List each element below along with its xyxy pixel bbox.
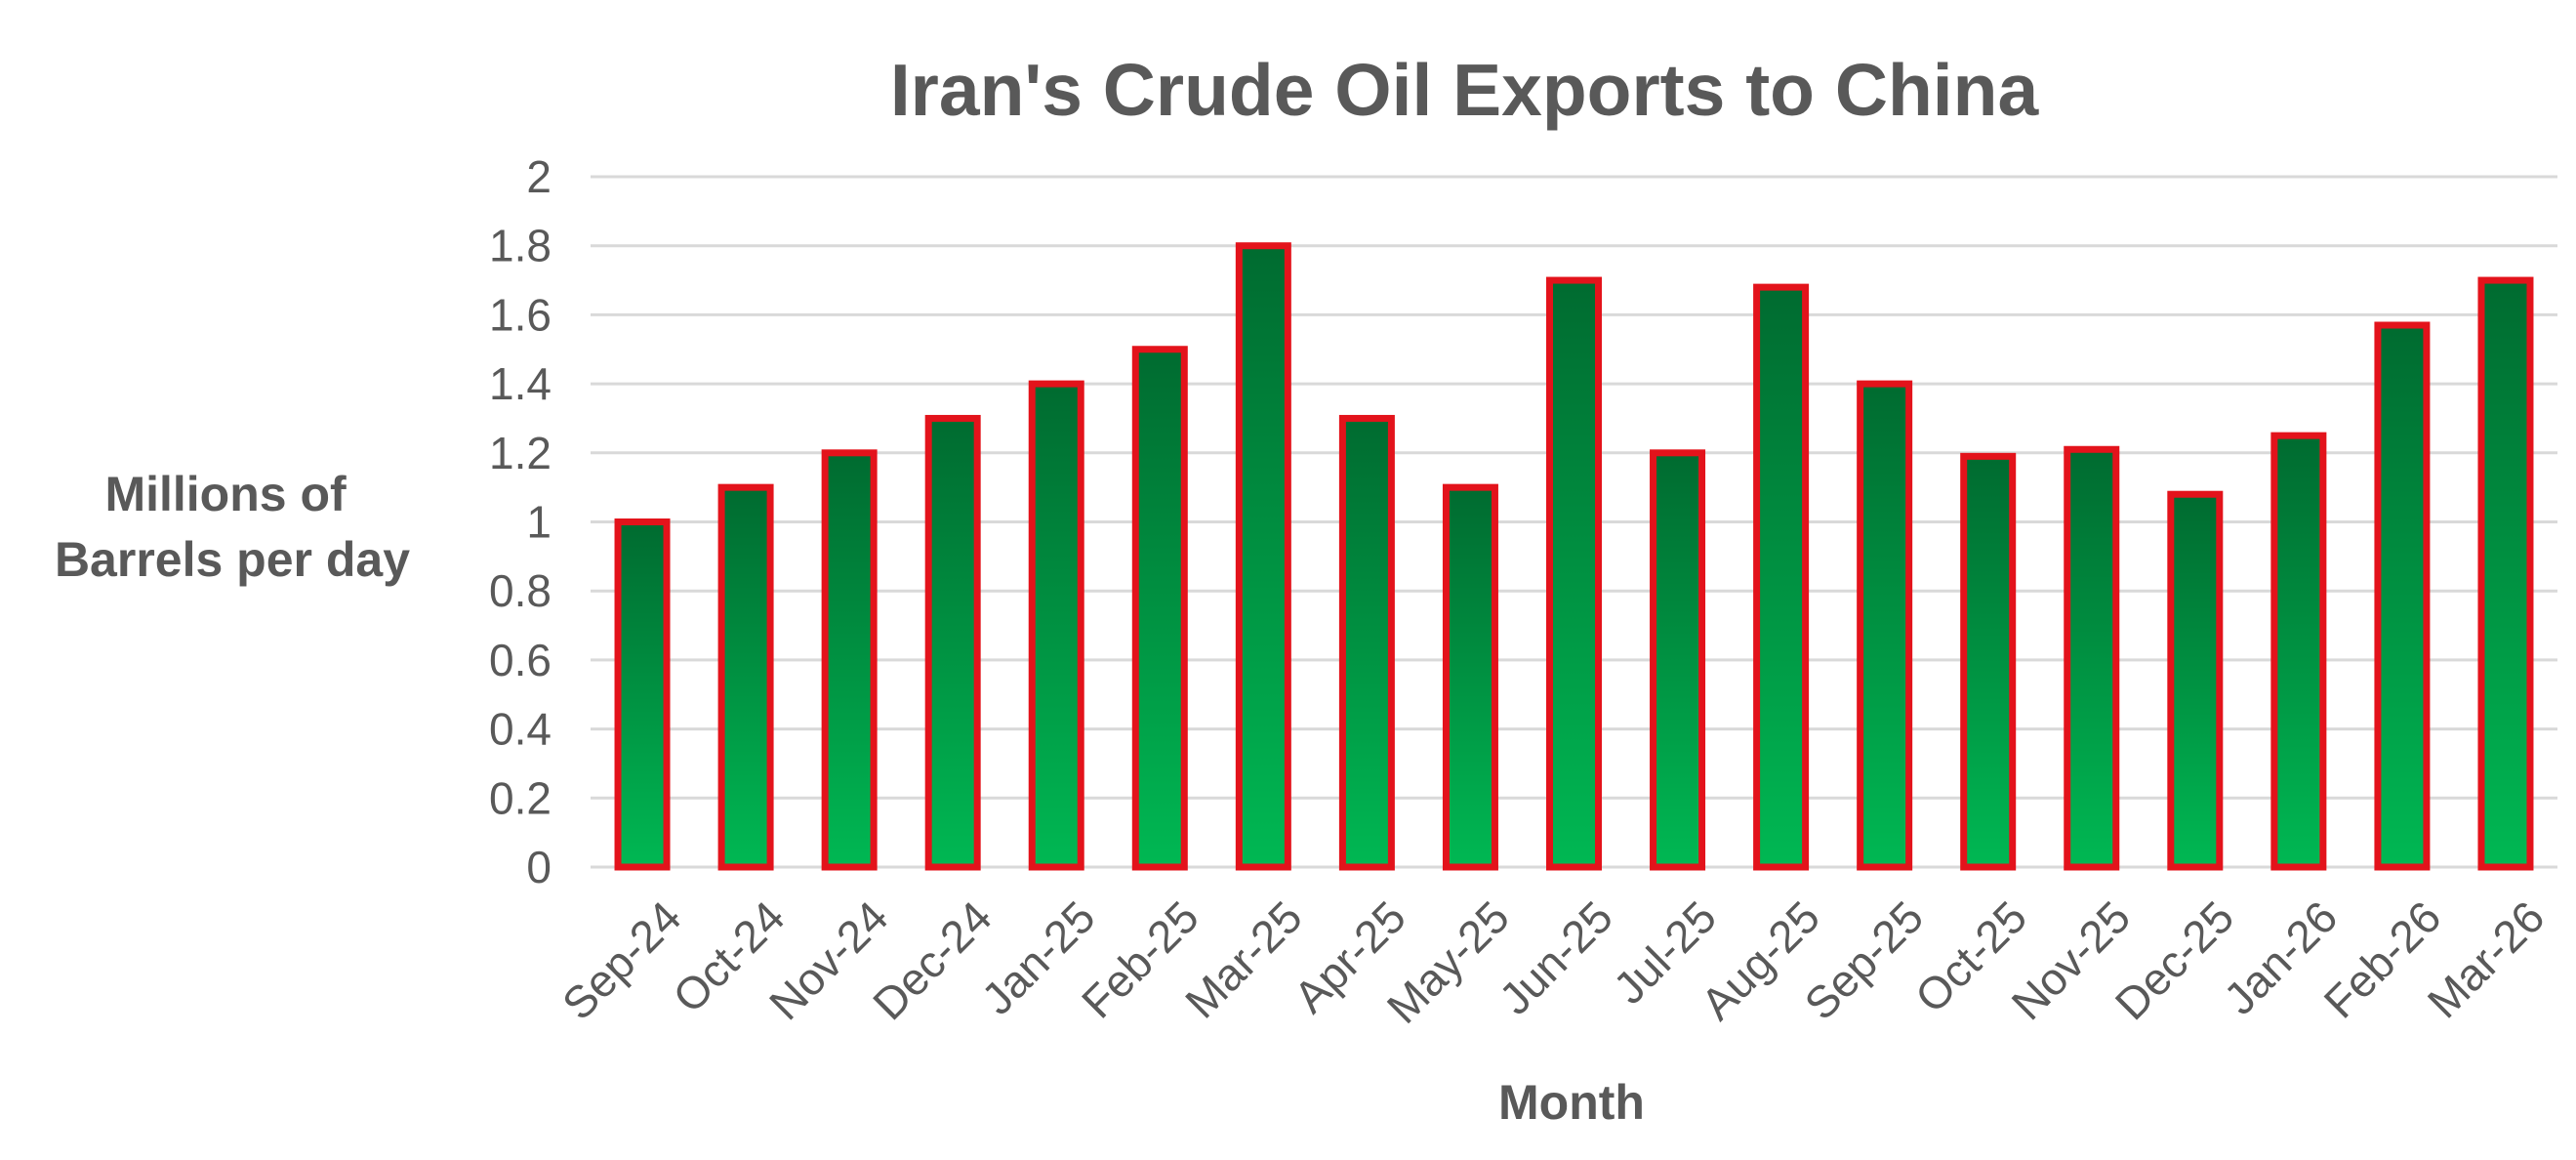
bar-oct-25 xyxy=(1960,452,2017,871)
y-axis-label-line-1: Millions of xyxy=(104,467,347,521)
bar-may-25 xyxy=(1442,483,1498,871)
bar-jul-25 xyxy=(1650,449,1706,871)
x-tick-label: Mar-25 xyxy=(1175,891,1312,1028)
y-tick-label: 1.4 xyxy=(489,358,552,409)
bar-apr-25 xyxy=(1338,414,1395,871)
bar-feb-26 xyxy=(2374,321,2431,871)
bars xyxy=(614,242,2534,871)
y-axis-ticks: 0 0.2 0.4 0.6 0.8 1 1.2 1.4 1.6 1.8 2 xyxy=(489,151,552,892)
y-tick-label: 1.2 xyxy=(489,428,552,478)
x-tick-label: Feb-26 xyxy=(2314,891,2451,1028)
y-tick-label: 0 xyxy=(526,842,552,892)
y-axis-label: Millions of Barrels per day xyxy=(55,467,410,587)
bar-jan-25 xyxy=(1028,380,1084,871)
x-tick-label: Dec-25 xyxy=(2106,891,2244,1030)
bar-dec-24 xyxy=(924,414,981,871)
y-tick-label: 0.4 xyxy=(489,704,552,755)
bar-nov-25 xyxy=(2064,445,2120,871)
bar-nov-24 xyxy=(821,449,878,871)
y-tick-label: 0.8 xyxy=(489,565,552,616)
x-axis-label: Month xyxy=(1498,1075,1645,1130)
bar-feb-25 xyxy=(1131,346,1188,871)
bar-jan-26 xyxy=(2270,432,2327,871)
y-tick-label: 0.6 xyxy=(489,635,552,685)
y-tick-label: 1.8 xyxy=(489,221,552,271)
bar-sep-24 xyxy=(614,518,671,871)
y-tick-label: 1 xyxy=(526,497,552,548)
x-tick-label: Sep-24 xyxy=(552,891,691,1030)
x-tick-label: Mar-26 xyxy=(2418,891,2555,1028)
y-tick-label: 2 xyxy=(526,151,552,202)
bar-oct-24 xyxy=(717,483,774,871)
x-tick-label: Feb-25 xyxy=(1072,891,1208,1028)
bar-aug-25 xyxy=(1753,283,1810,871)
x-tick-label: Jun-25 xyxy=(1490,891,1622,1024)
x-axis-ticks: Sep-24Oct-24Nov-24Dec-24Jan-25Feb-25Mar-… xyxy=(552,891,2555,1033)
bar-jun-25 xyxy=(1546,276,1602,871)
y-axis-label-line-2: Barrels per day xyxy=(55,532,410,587)
bar-sep-25 xyxy=(1857,380,1913,871)
y-tick-label: 0.2 xyxy=(489,772,552,823)
bar-mar-25 xyxy=(1235,242,1291,871)
y-tick-label: 1.6 xyxy=(489,289,552,340)
x-tick-label: Dec-24 xyxy=(863,891,1002,1030)
bar-dec-25 xyxy=(2167,490,2224,871)
bar-mar-26 xyxy=(2477,276,2534,871)
x-tick-label: Sep-25 xyxy=(1794,891,1933,1030)
chart-title: Iran's Crude Oil Exports to China xyxy=(890,49,2040,131)
